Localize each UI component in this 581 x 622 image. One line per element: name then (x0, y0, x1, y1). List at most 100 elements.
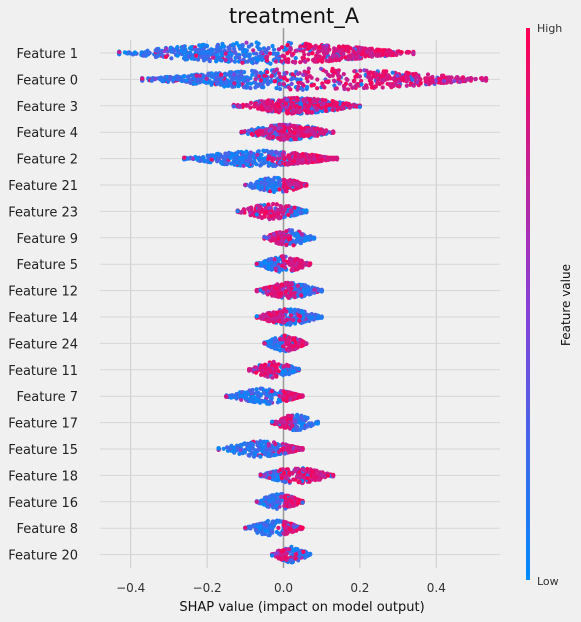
shap-point (184, 79, 188, 83)
shap-point (246, 163, 250, 167)
shap-point (169, 56, 173, 60)
shap-point (242, 391, 246, 395)
shap-point (315, 107, 319, 111)
shap-point (259, 78, 263, 82)
shap-point (261, 149, 265, 153)
feature-row-points (255, 307, 324, 327)
shap-point (281, 257, 285, 261)
shap-point (250, 60, 254, 64)
shap-point (236, 84, 240, 88)
shap-point (271, 317, 275, 321)
shap-point (322, 55, 326, 59)
shap-point (371, 74, 375, 78)
shap-point (302, 84, 306, 88)
shap-point (301, 310, 305, 314)
shap-point (182, 156, 186, 160)
shap-point (351, 85, 355, 89)
shap-point (265, 393, 269, 397)
shap-point (224, 80, 228, 84)
shap-point (224, 52, 228, 56)
shap-point (286, 283, 290, 287)
shap-point (127, 50, 131, 54)
shap-point (277, 98, 281, 102)
shap-point (293, 263, 297, 267)
shap-point (290, 72, 294, 76)
shap-point (391, 84, 395, 88)
shap-point (274, 215, 278, 219)
shap-point (283, 57, 287, 61)
shap-point (292, 96, 296, 100)
shap-point (324, 109, 328, 113)
shap-point (164, 47, 168, 51)
shap-point (237, 104, 241, 108)
shap-point (411, 73, 415, 77)
shap-point (276, 208, 280, 212)
shap-point (275, 202, 279, 206)
shap-point (461, 75, 465, 79)
shap-point (340, 106, 344, 110)
shap-point (202, 156, 206, 160)
shap-point (291, 268, 295, 272)
shap-point (268, 399, 272, 403)
shap-point (310, 110, 314, 114)
shap-point (164, 55, 168, 59)
shap-point (333, 100, 337, 104)
shap-point (275, 67, 279, 71)
shap-point (264, 210, 268, 214)
feature-row-points (255, 281, 324, 300)
shap-point (303, 154, 307, 158)
shap-point (274, 185, 278, 189)
shap-point (263, 260, 267, 264)
shap-point (317, 59, 321, 63)
shap-point (268, 369, 272, 373)
shap-point (217, 56, 221, 60)
shap-point (285, 98, 289, 102)
shap-point (281, 337, 285, 341)
shap-point (366, 75, 370, 79)
shap-point (267, 312, 271, 316)
shap-point (391, 77, 395, 81)
shap-point (255, 153, 259, 157)
shap-point (216, 152, 220, 156)
shap-point (386, 73, 390, 77)
shap-point (370, 85, 374, 89)
shap-point (319, 67, 323, 71)
shap-point (272, 48, 276, 52)
shap-point (297, 367, 301, 371)
shap-point (256, 208, 260, 212)
feature-row-points (182, 149, 339, 169)
shap-point (248, 398, 252, 402)
shap-point (160, 79, 164, 83)
feature-row-points (262, 334, 308, 354)
shap-point (222, 157, 226, 161)
shap-point (244, 396, 248, 400)
shap-point (277, 161, 281, 165)
shap-point (315, 86, 319, 90)
shap-point (331, 129, 335, 133)
shap-point (333, 71, 337, 75)
shap-point (117, 50, 121, 54)
shap-point (324, 105, 328, 109)
shap-point (299, 154, 303, 158)
shap-point (277, 153, 281, 157)
shap-point (320, 289, 324, 293)
shap-point (273, 263, 277, 267)
shap-point (254, 77, 258, 81)
shap-point (255, 262, 259, 266)
shap-point (266, 157, 270, 161)
shap-point (352, 56, 356, 60)
shap-point (287, 336, 291, 340)
shap-point (292, 124, 296, 128)
shap-point (245, 104, 249, 108)
shap-point (255, 314, 259, 318)
shap-point (376, 78, 380, 82)
shap-point (190, 73, 194, 77)
shap-point (266, 81, 270, 85)
shap-point (324, 59, 328, 63)
shap-point (293, 155, 297, 159)
shap-point (291, 60, 295, 64)
shap-point (352, 69, 356, 73)
shap-point (247, 129, 251, 133)
shap-point (347, 57, 351, 61)
